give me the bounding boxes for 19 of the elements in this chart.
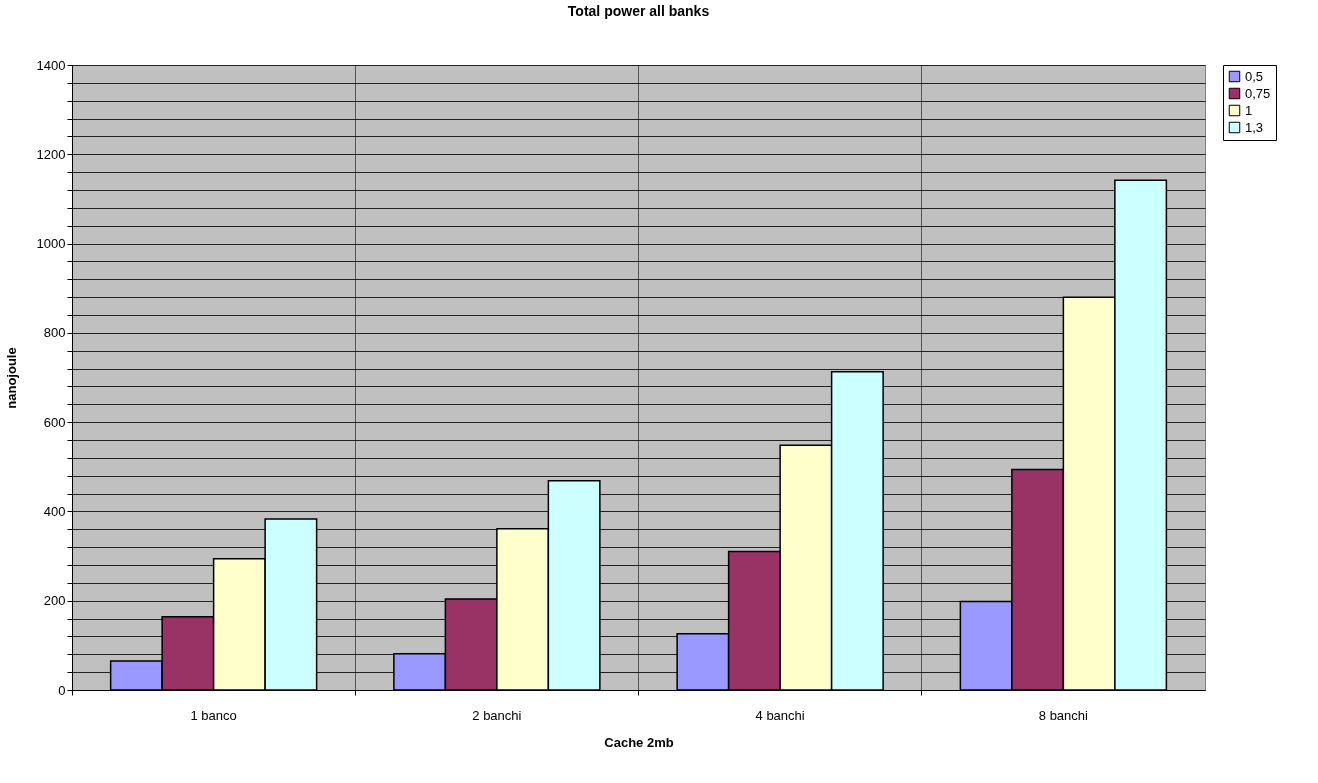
x-tick-label: 4 banchi bbox=[755, 707, 805, 723]
y-tick-label: 600 bbox=[43, 414, 66, 430]
legend-label: 1,3 bbox=[1245, 119, 1264, 135]
legend-label: 0,75 bbox=[1245, 85, 1271, 101]
y-axis-title: nanojoule bbox=[3, 347, 19, 409]
legend-label: 0,5 bbox=[1245, 68, 1264, 84]
y-tick-label: 1400 bbox=[36, 57, 66, 73]
x-tick-label: 1 banco bbox=[190, 707, 237, 723]
x-tick-label: 2 banchi bbox=[472, 707, 522, 723]
y-tick-label: 1000 bbox=[36, 236, 66, 252]
x-axis-title: Cache 2mb bbox=[604, 734, 674, 750]
y-tick-label: 1200 bbox=[36, 146, 66, 162]
legend-label: 1 bbox=[1245, 102, 1253, 118]
x-tick-label: 8 banchi bbox=[1038, 707, 1089, 723]
y-tick-label: 400 bbox=[43, 503, 66, 519]
chart-title: Total power all banks bbox=[567, 3, 710, 19]
y-tick-label: 800 bbox=[43, 325, 66, 341]
y-tick-label: 0 bbox=[58, 682, 66, 698]
y-tick-label: 200 bbox=[43, 593, 66, 609]
